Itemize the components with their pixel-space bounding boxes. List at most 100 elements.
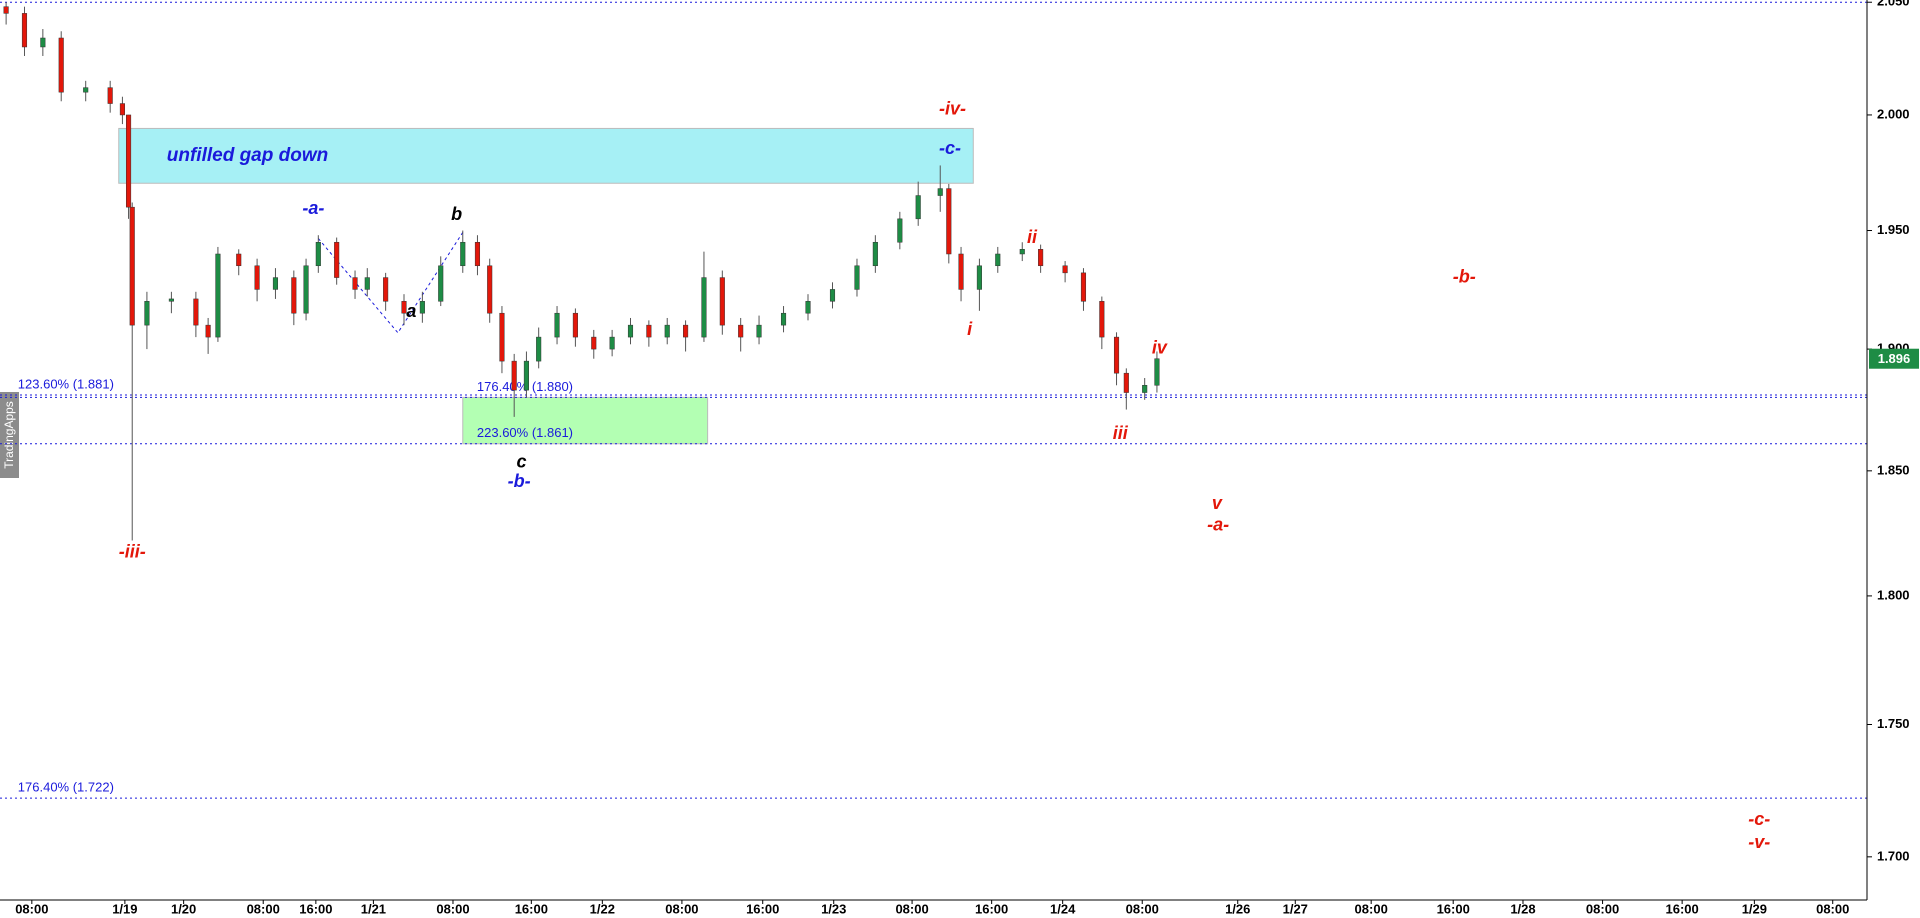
x-tick-label: 16:00 — [515, 901, 548, 916]
wave-label: -iii- — [119, 542, 146, 562]
candle-body — [995, 253, 1001, 267]
candle-body — [829, 289, 836, 302]
candle-body — [193, 298, 199, 326]
candle-body — [591, 336, 597, 350]
candle-body — [536, 336, 542, 362]
candle-body — [872, 241, 878, 267]
x-tick-label: 1/20 — [171, 901, 196, 916]
candle-body — [511, 360, 517, 391]
x-tick-label: 1/24 — [1050, 901, 1076, 916]
candle-body — [272, 277, 279, 290]
x-tick-label: 1/28 — [1510, 901, 1535, 916]
candle-body — [627, 324, 634, 338]
x-tick-label: 08:00 — [15, 901, 48, 916]
candle-body — [554, 312, 560, 338]
candle-body — [946, 188, 952, 255]
wave-label: iii — [1113, 423, 1129, 443]
x-tick-label: 1/22 — [590, 901, 615, 916]
wave-label: v — [1212, 493, 1223, 513]
candle-body — [303, 265, 309, 314]
y-tick-label: 1.800 — [1877, 587, 1910, 602]
candle-body — [756, 324, 762, 338]
candle-body — [383, 277, 389, 302]
wave-label: -iv- — [939, 99, 966, 119]
wave-label: i — [967, 319, 973, 339]
last-price-box — [1869, 348, 1919, 369]
candle-body — [438, 265, 444, 302]
wave-label: -c- — [1748, 809, 1770, 829]
watermark-box — [0, 392, 19, 478]
candle-body — [738, 324, 744, 338]
candle-body — [646, 324, 652, 338]
candle-body — [937, 188, 943, 196]
candle-body — [1019, 249, 1025, 255]
candle-body — [701, 277, 707, 338]
candle-body — [572, 312, 578, 338]
candle-body — [1080, 272, 1087, 302]
candle-body — [119, 103, 125, 116]
candle-body — [3, 6, 9, 14]
candle-body — [897, 218, 903, 243]
candle-body — [609, 336, 615, 350]
y-tick-label: 1.750 — [1877, 716, 1910, 731]
x-tick-label: 16:00 — [746, 901, 779, 916]
level-label: 223.60% (1.861) — [477, 425, 573, 440]
wave-label: b — [451, 204, 462, 224]
y-tick-label: 1.950 — [1877, 222, 1910, 237]
wave-label: iv — [1152, 338, 1168, 358]
watermark: TradingApps — [2, 401, 16, 469]
x-tick-label: 08:00 — [1586, 901, 1619, 916]
wave-label: -b- — [1453, 267, 1476, 287]
x-tick-label: 1/27 — [1283, 901, 1308, 916]
candle-body — [976, 265, 982, 290]
candle-body — [664, 324, 670, 338]
candle-body — [460, 241, 466, 267]
x-tick-label: 08:00 — [436, 901, 469, 916]
x-tick-label: 1/19 — [112, 901, 137, 916]
candle-body — [129, 206, 135, 326]
candle-body — [1113, 336, 1120, 374]
candle-body — [805, 301, 811, 314]
wave-label: a — [406, 301, 416, 321]
candle-body — [780, 312, 787, 326]
candle-body — [40, 37, 46, 48]
x-tick-label: 08:00 — [895, 901, 928, 916]
candle-body — [419, 301, 425, 314]
x-tick-label: 1/21 — [361, 901, 386, 916]
x-tick-label: 16:00 — [1666, 901, 1699, 916]
candle-body — [334, 241, 340, 278]
x-tick-label: 08:00 — [1355, 901, 1388, 916]
candle-body — [352, 277, 358, 290]
candle-body — [144, 301, 150, 326]
wave-label: c — [517, 451, 527, 471]
y-tick-label: 2.000 — [1877, 106, 1910, 121]
candle-body — [364, 277, 370, 290]
candle-body — [315, 241, 321, 267]
candle-body — [1099, 301, 1105, 338]
x-tick-label: 16:00 — [299, 901, 332, 916]
y-tick-label: 2.050 — [1877, 0, 1910, 9]
candle-body — [236, 253, 242, 267]
candle-body — [1038, 249, 1044, 267]
wave-label: -a- — [1207, 515, 1229, 535]
y-tick-label: 1.850 — [1877, 462, 1910, 477]
candle-body — [254, 265, 260, 290]
wave-label: -c- — [939, 138, 961, 158]
candle-body — [215, 253, 221, 338]
x-tick-label: 1/23 — [821, 901, 846, 916]
y-tick-label: 1.700 — [1877, 848, 1910, 863]
candle-body — [854, 265, 860, 290]
candle-body — [291, 277, 297, 314]
candle-body — [1062, 265, 1068, 274]
candle-body — [1142, 385, 1148, 393]
candle-body — [205, 324, 211, 338]
level-label: 176.40% (1.722) — [18, 780, 114, 795]
level-label: 123.60% (1.881) — [18, 376, 114, 391]
wave-label: -a- — [302, 198, 324, 218]
candle-body — [168, 298, 174, 302]
zone — [462, 396, 709, 445]
candle-body — [107, 87, 113, 104]
last-price-label: 1.896 — [1878, 351, 1911, 366]
